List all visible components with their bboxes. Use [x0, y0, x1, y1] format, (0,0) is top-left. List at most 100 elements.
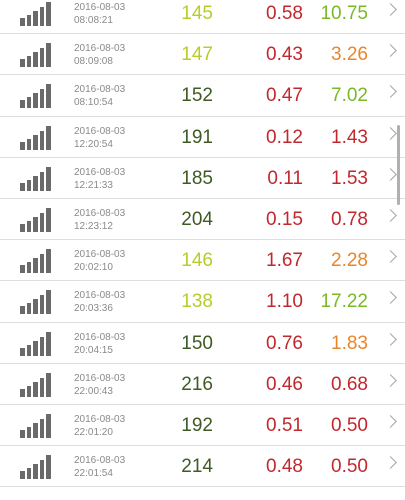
timestamp-date: 2016-08-03	[74, 207, 126, 219]
value-tertiary: 0.68	[331, 373, 368, 395]
timestamp-date: 2016-08-03	[74, 43, 126, 55]
value-primary: 146	[181, 250, 213, 272]
value-tertiary: 1.53	[331, 167, 368, 189]
list-item[interactable]: 2016-08-03 22:00:43 216 0.46 0.68	[0, 364, 405, 405]
value-primary: 204	[181, 208, 213, 230]
value-primary: 152	[181, 85, 213, 107]
list-item[interactable]: 2016-08-03 08:08:21 145 0.58 10.75	[0, 0, 405, 35]
scrollbar[interactable]	[397, 125, 400, 205]
timestamp: 2016-08-03 08:09:08	[74, 42, 125, 68]
timestamp: 2016-08-03 08:08:21	[74, 1, 125, 27]
list-item[interactable]: 2016-08-03 20:02:10 146 1.67 2.28	[0, 240, 405, 282]
signal-bars-icon	[20, 413, 52, 438]
chevron-right-icon[interactable]	[384, 332, 397, 346]
signal-bars-icon	[20, 125, 52, 150]
list-item[interactable]: 2016-08-03 22:01:54 214 0.48 0.50	[0, 446, 405, 488]
list-item[interactable]: 2016-08-03 12:21:33 185 0.11 1.53	[0, 158, 405, 199]
chevron-right-icon[interactable]	[384, 291, 397, 305]
chevron-right-icon[interactable]	[384, 167, 397, 181]
value-secondary: 0.47	[266, 85, 303, 107]
timestamp-time: 12:20:54	[74, 138, 113, 150]
signal-bars-icon	[20, 2, 52, 26]
chevron-right-icon[interactable]	[384, 85, 397, 99]
list-item[interactable]: 2016-08-03 22:01:20 192 0.51 0.50	[0, 405, 405, 447]
signal-bars-icon	[20, 166, 52, 191]
timestamp-time: 20:03:36	[74, 303, 113, 315]
timestamp-time: 12:21:33	[74, 179, 113, 191]
list-item[interactable]: 2016-08-03 12:23:12 204 0.15 0.78	[0, 199, 405, 241]
chevron-right-icon[interactable]	[384, 44, 397, 58]
value-secondary: 0.15	[266, 208, 303, 230]
chevron-right-icon[interactable]	[384, 415, 397, 428]
signal-bars-icon	[20, 43, 52, 68]
timestamp: 2016-08-03 12:23:12	[74, 207, 125, 233]
chevron-right-icon[interactable]	[384, 373, 397, 387]
timestamp-date: 2016-08-03	[74, 125, 126, 137]
timestamp: 2016-08-03 22:01:54	[74, 454, 125, 480]
timestamp-time: 20:02:10	[74, 262, 113, 274]
value-tertiary: 0.78	[331, 208, 368, 230]
timestamp: 2016-08-03 08:10:54	[74, 83, 125, 109]
timestamp-time: 08:10:54	[74, 97, 113, 109]
signal-bars-icon	[20, 455, 52, 480]
signal-bars-icon	[20, 372, 52, 397]
signal-bars-icon	[20, 331, 52, 356]
timestamp: 2016-08-03 12:21:33	[74, 166, 125, 192]
value-secondary: 0.58	[266, 3, 303, 24]
value-primary: 150	[181, 332, 213, 354]
signal-bars-icon	[20, 84, 52, 109]
chevron-right-icon[interactable]	[384, 456, 397, 469]
value-secondary: 1.67	[266, 250, 303, 272]
value-secondary: 0.11	[267, 167, 303, 189]
timestamp-date: 2016-08-03	[74, 2, 126, 13]
value-tertiary: 1.83	[331, 332, 368, 354]
timestamp-time: 20:04:15	[74, 344, 113, 356]
timestamp-time: 22:01:54	[74, 468, 113, 480]
timestamp-date: 2016-08-03	[74, 249, 126, 261]
value-tertiary: 0.50	[331, 414, 368, 436]
timestamp-date: 2016-08-03	[74, 290, 126, 302]
value-secondary: 0.76	[266, 332, 303, 354]
value-secondary: 0.46	[266, 373, 303, 395]
value-primary: 185	[181, 167, 213, 189]
signal-bars-icon	[20, 290, 52, 315]
timestamp-time: 08:09:08	[74, 56, 113, 68]
value-tertiary: 1.43	[331, 126, 368, 148]
results-list: 2016-08-03 08:08:21 145 0.58 10.75 2016-…	[0, 0, 405, 488]
timestamp: 2016-08-03 22:00:43	[74, 372, 125, 398]
list-item[interactable]: 2016-08-03 20:03:36 138 1.10 17.22	[0, 281, 405, 323]
chevron-right-icon[interactable]	[384, 250, 397, 263]
list-item[interactable]: 2016-08-03 12:20:54 191 0.12 1.43	[0, 117, 405, 158]
signal-bars-icon	[20, 207, 52, 232]
list-item[interactable]: 2016-08-03 08:09:08 147 0.43 3.26	[0, 34, 405, 76]
timestamp-date: 2016-08-03	[74, 331, 126, 343]
value-tertiary: 2.28	[331, 250, 368, 272]
value-tertiary: 0.50	[331, 456, 368, 478]
list-item[interactable]: 2016-08-03 20:04:15 150 0.76 1.83	[0, 323, 405, 364]
timestamp-time: 08:08:21	[74, 15, 113, 26]
chevron-right-icon[interactable]	[384, 3, 397, 16]
timestamp: 2016-08-03 20:02:10	[74, 248, 125, 274]
timestamp-date: 2016-08-03	[74, 372, 126, 384]
value-tertiary: 7.02	[331, 85, 368, 107]
chevron-right-icon[interactable]	[384, 126, 397, 140]
chevron-right-icon[interactable]	[384, 209, 397, 222]
value-tertiary: 3.26	[331, 44, 368, 66]
timestamp: 2016-08-03 20:03:36	[74, 289, 125, 315]
value-secondary: 0.48	[266, 456, 303, 478]
timestamp-date: 2016-08-03	[74, 413, 126, 425]
value-secondary: 0.51	[266, 414, 303, 436]
timestamp-time: 22:01:20	[74, 426, 113, 438]
timestamp-time: 22:00:43	[74, 385, 113, 397]
value-tertiary: 17.22	[320, 291, 368, 313]
timestamp: 2016-08-03 22:01:20	[74, 413, 125, 439]
value-primary: 147	[181, 44, 213, 66]
value-primary: 216	[181, 373, 213, 395]
timestamp-date: 2016-08-03	[74, 84, 126, 96]
timestamp: 2016-08-03 20:04:15	[74, 331, 125, 357]
value-primary: 138	[181, 291, 213, 313]
timestamp-time: 12:23:12	[74, 220, 113, 232]
list-item[interactable]: 2016-08-03 08:10:54 152 0.47 7.02	[0, 75, 405, 117]
value-tertiary: 10.75	[320, 3, 368, 24]
value-primary: 214	[181, 456, 213, 478]
